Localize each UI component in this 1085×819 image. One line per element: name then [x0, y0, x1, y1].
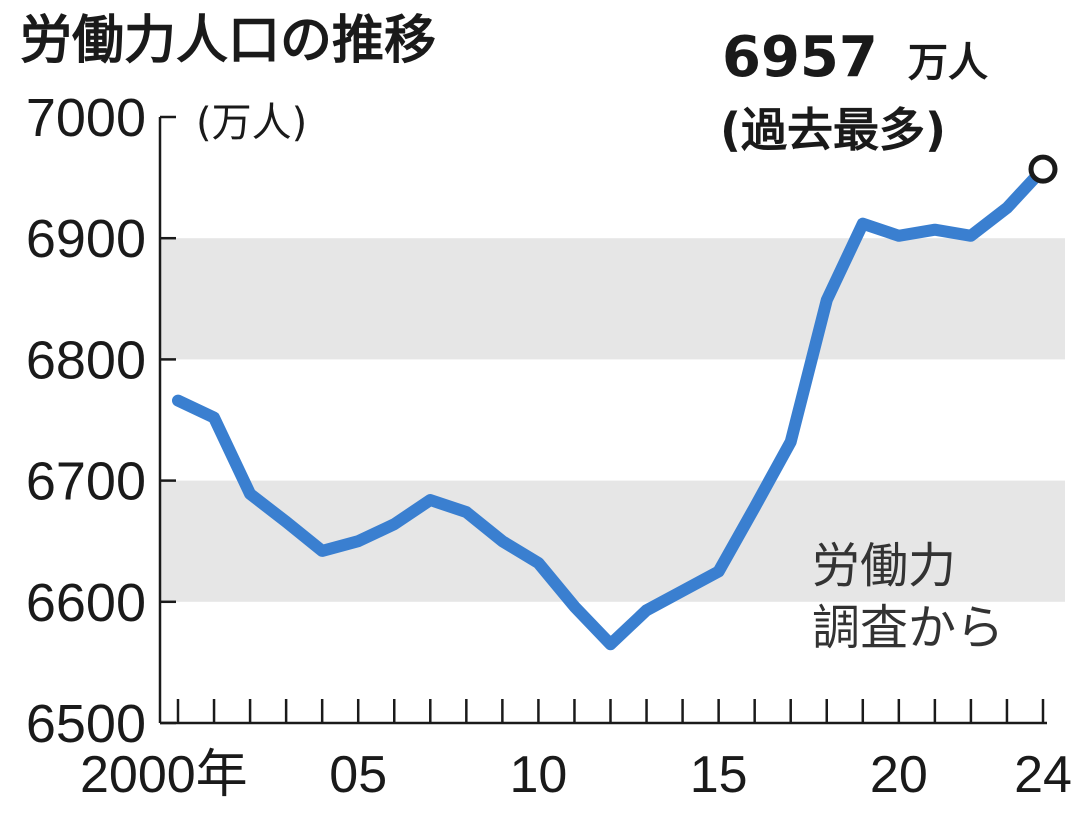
- background-bands: [160, 238, 1065, 602]
- x-tick-label: 15: [690, 746, 748, 804]
- y-tick-label: 6600: [26, 573, 146, 633]
- band-0: [160, 238, 1065, 360]
- y-tick-label: 6500: [26, 694, 146, 754]
- x-tick-label: 10: [509, 746, 567, 804]
- x-tick-label: 05: [329, 746, 387, 804]
- x-tick-label: 24: [1014, 746, 1072, 804]
- x-tick-label: 20: [870, 746, 928, 804]
- y-tick-label: 6900: [26, 209, 146, 269]
- source-note-line2: 調査から: [812, 600, 1004, 656]
- chart-title: 労働力人口の推移: [20, 11, 436, 71]
- series-group: [172, 154, 1058, 651]
- source-note-line1: 労働力: [812, 538, 956, 594]
- y-tick-label: 6800: [26, 330, 146, 390]
- y-tick-label: 7000: [26, 88, 146, 148]
- callout-value: 6957: [722, 25, 878, 90]
- last-point-marker: [1028, 154, 1058, 184]
- x-tick-label: 2000年: [80, 746, 248, 804]
- callout-note: (過去最多): [720, 103, 946, 157]
- series-line-0: [172, 163, 1049, 651]
- x-axis-ticks: 2000年 05 10 15 20 24: [80, 699, 1072, 804]
- y-axis-ticks: 7000 6900 6800 6700 6600 6500: [26, 88, 176, 754]
- y-tick-label: 6700: [26, 452, 146, 512]
- y-axis-unit-label: (万人): [196, 100, 307, 146]
- callout-unit: 万人: [908, 40, 988, 86]
